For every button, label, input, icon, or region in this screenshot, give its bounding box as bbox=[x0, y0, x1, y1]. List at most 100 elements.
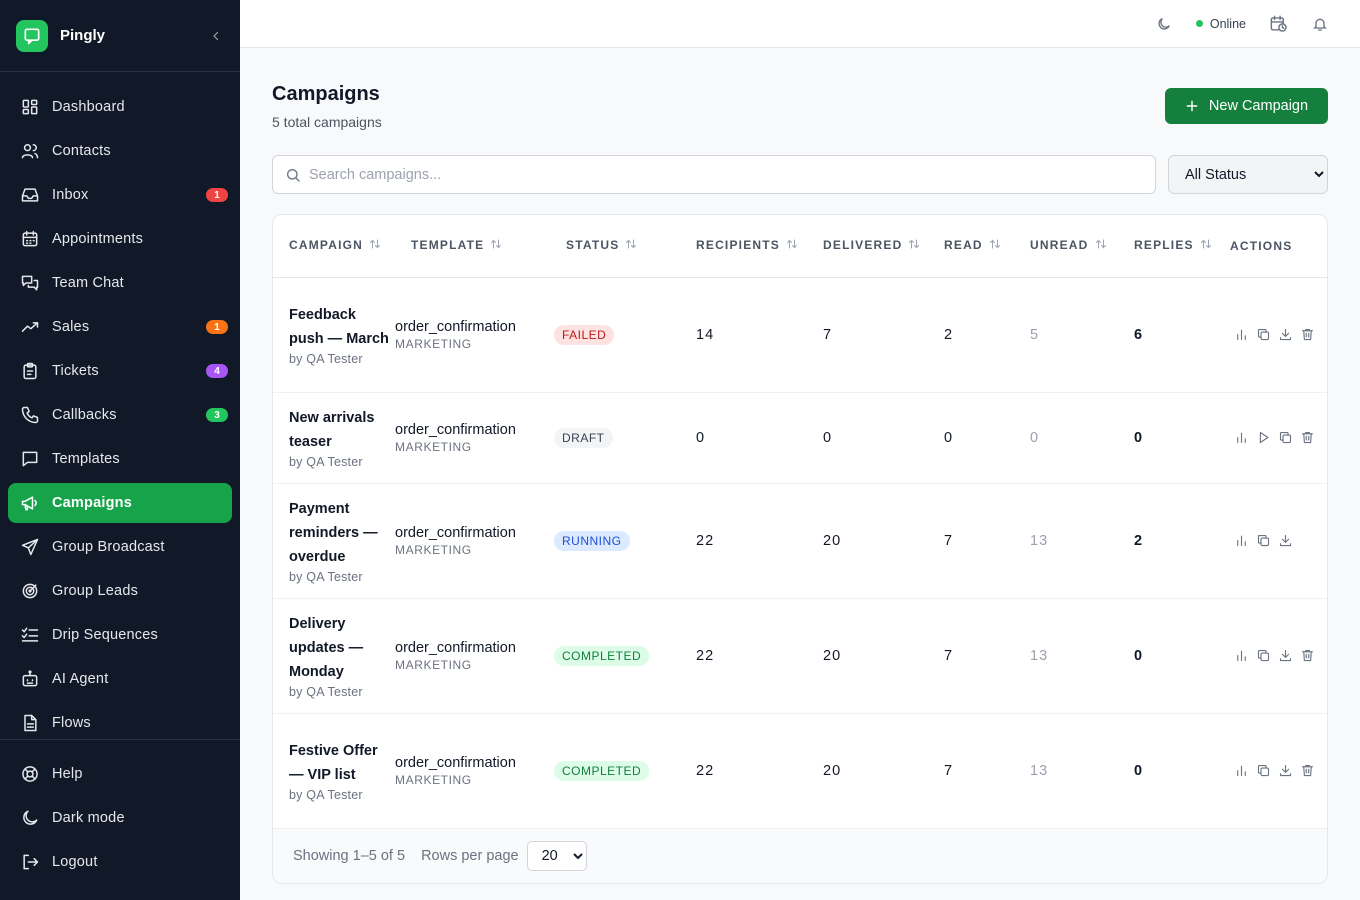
column-header-replies[interactable]: REPLIES bbox=[1118, 215, 1214, 278]
chart-icon[interactable] bbox=[1230, 646, 1252, 666]
sort-icon[interactable] bbox=[1200, 238, 1212, 253]
read-cell: 7 bbox=[928, 483, 1014, 599]
actions-cell bbox=[1214, 598, 1327, 714]
unread-cell: 13 bbox=[1014, 483, 1118, 599]
column-header-read[interactable]: READ bbox=[928, 215, 1014, 278]
sort-icon[interactable] bbox=[369, 238, 381, 253]
download-icon[interactable] bbox=[1274, 325, 1296, 345]
delivered-count: 20 bbox=[823, 532, 842, 549]
sidebar-item-logout[interactable]: Logout bbox=[8, 842, 232, 882]
bell-icon[interactable] bbox=[1310, 14, 1330, 34]
campaign-cell: Festive Offer — VIP list by QA Tester bbox=[273, 713, 395, 829]
phone-icon bbox=[20, 405, 40, 425]
download-icon[interactable] bbox=[1274, 646, 1296, 666]
search-input[interactable] bbox=[309, 166, 1109, 183]
sidebar-item-label: Group Broadcast bbox=[52, 539, 165, 555]
campaign-name[interactable]: Feedback push — March bbox=[289, 307, 389, 347]
sidebar-item-team-chat[interactable]: Team Chat bbox=[8, 263, 232, 303]
sort-icon[interactable] bbox=[1095, 238, 1107, 253]
play-icon[interactable] bbox=[1252, 428, 1274, 448]
copy-icon[interactable] bbox=[1252, 761, 1274, 781]
column-header-status[interactable]: STATUS bbox=[550, 215, 680, 278]
sidebar-item-contacts[interactable]: Contacts bbox=[8, 131, 232, 171]
download-icon[interactable] bbox=[1274, 531, 1296, 551]
online-status: Online bbox=[1195, 17, 1246, 31]
sort-icon[interactable] bbox=[786, 238, 798, 253]
sort-icon[interactable] bbox=[989, 238, 1001, 253]
sidebar-item-appointments[interactable]: Appointments bbox=[8, 219, 232, 259]
status-filter-select[interactable]: All Status bbox=[1168, 155, 1328, 194]
sidebar-item-inbox[interactable]: Inbox 1 bbox=[8, 175, 232, 215]
row-actions bbox=[1230, 325, 1327, 345]
top-bar: Online bbox=[240, 0, 1360, 48]
sidebar-item-templates[interactable]: Templates bbox=[8, 439, 232, 479]
new-campaign-button[interactable]: New Campaign bbox=[1165, 88, 1328, 124]
table-row[interactable]: Festive Offer — VIP list by QA Tester orde… bbox=[273, 713, 1327, 829]
sort-icon[interactable] bbox=[490, 238, 502, 253]
sidebar-item-group-leads[interactable]: Group Leads bbox=[8, 571, 232, 611]
table-row[interactable]: Payment reminders — overdue by QA Tester o… bbox=[273, 483, 1327, 599]
table-row[interactable]: Delivery updates — Monday by QA Tester ord… bbox=[273, 598, 1327, 714]
campaign-name[interactable]: New arrivals teaser bbox=[289, 410, 375, 450]
message-square-icon bbox=[20, 449, 40, 469]
sidebar-item-flows[interactable]: Flows bbox=[8, 703, 232, 743]
sidebar-item-ai-agent[interactable]: AI Agent bbox=[8, 659, 232, 699]
campaign-author: by QA Tester bbox=[289, 455, 363, 469]
calendar-clock-icon[interactable] bbox=[1268, 14, 1288, 34]
column-header-unread[interactable]: UNREAD bbox=[1014, 215, 1118, 278]
chevron-left-icon[interactable] bbox=[208, 28, 224, 44]
template-category: MARKETING bbox=[395, 772, 472, 787]
template-name: order_confirmation bbox=[395, 639, 516, 656]
table-row[interactable]: New arrivals teaser by QA Tester order_con… bbox=[273, 392, 1327, 484]
campaign-name[interactable]: Delivery updates — Monday bbox=[289, 616, 364, 680]
sidebar-item-group-broadcast[interactable]: Group Broadcast bbox=[8, 527, 232, 567]
table-row[interactable]: Feedback push — March by QA Tester order_c… bbox=[273, 277, 1327, 393]
sidebar-item-dark-mode[interactable]: Dark mode bbox=[8, 798, 232, 838]
replies-cell: 6 bbox=[1118, 277, 1214, 393]
sidebar-item-label: Drip Sequences bbox=[52, 627, 158, 643]
campaign-name[interactable]: Festive Offer — VIP list bbox=[289, 743, 378, 783]
column-header-template[interactable]: TEMPLATE bbox=[395, 215, 550, 278]
sidebar-item-callbacks[interactable]: Callbacks 3 bbox=[8, 395, 232, 435]
read-cell: 2 bbox=[928, 277, 1014, 393]
rows-per-page-select[interactable]: 20 bbox=[526, 840, 587, 871]
trash-icon[interactable] bbox=[1296, 646, 1318, 666]
trash-icon[interactable] bbox=[1296, 325, 1318, 345]
copy-icon[interactable] bbox=[1252, 531, 1274, 551]
trash-icon[interactable] bbox=[1296, 428, 1318, 448]
sidebar-item-tickets[interactable]: Tickets 4 bbox=[8, 351, 232, 391]
delivered-count: 20 bbox=[823, 762, 842, 779]
sidebar-item-drip-sequences[interactable]: Drip Sequences bbox=[8, 615, 232, 655]
column-header-campaign[interactable]: CAMPAIGN bbox=[273, 215, 395, 278]
users-icon bbox=[20, 141, 40, 161]
sidebar-item-dashboard[interactable]: Dashboard bbox=[8, 87, 232, 127]
chart-icon[interactable] bbox=[1230, 761, 1252, 781]
copy-icon[interactable] bbox=[1252, 325, 1274, 345]
recipients-count: 14 bbox=[696, 326, 715, 343]
send-icon bbox=[20, 537, 40, 557]
replies-count: 0 bbox=[1134, 762, 1144, 779]
campaign-cell: New arrivals teaser by QA Tester bbox=[273, 392, 395, 484]
template-cell: order_confirmation MARKETING bbox=[395, 713, 550, 829]
campaign-name[interactable]: Payment reminders — overdue bbox=[289, 501, 378, 565]
trash-icon[interactable] bbox=[1296, 761, 1318, 781]
column-header-delivered[interactable]: DELIVERED bbox=[807, 215, 928, 278]
column-header-recipients[interactable]: RECIPIENTS bbox=[680, 215, 807, 278]
chart-icon[interactable] bbox=[1230, 428, 1252, 448]
chart-icon[interactable] bbox=[1230, 325, 1252, 345]
moon-icon[interactable] bbox=[1154, 14, 1174, 34]
sidebar-item-label: Sales bbox=[52, 319, 90, 335]
copy-icon[interactable] bbox=[1252, 646, 1274, 666]
unread-count: 13 bbox=[1030, 762, 1049, 779]
count-badge: 1 bbox=[206, 188, 228, 202]
chart-icon[interactable] bbox=[1230, 531, 1252, 551]
sidebar-item-help[interactable]: Help bbox=[8, 754, 232, 794]
copy-icon[interactable] bbox=[1274, 428, 1296, 448]
download-icon[interactable] bbox=[1274, 761, 1296, 781]
sidebar-item-campaigns[interactable]: Campaigns bbox=[8, 483, 232, 523]
sidebar-item-sales[interactable]: Sales 1 bbox=[8, 307, 232, 347]
sort-icon[interactable] bbox=[625, 238, 637, 253]
sidebar-item-label: Callbacks bbox=[52, 407, 117, 423]
status-cell: DRAFT bbox=[550, 392, 680, 484]
sort-icon[interactable] bbox=[908, 238, 920, 253]
